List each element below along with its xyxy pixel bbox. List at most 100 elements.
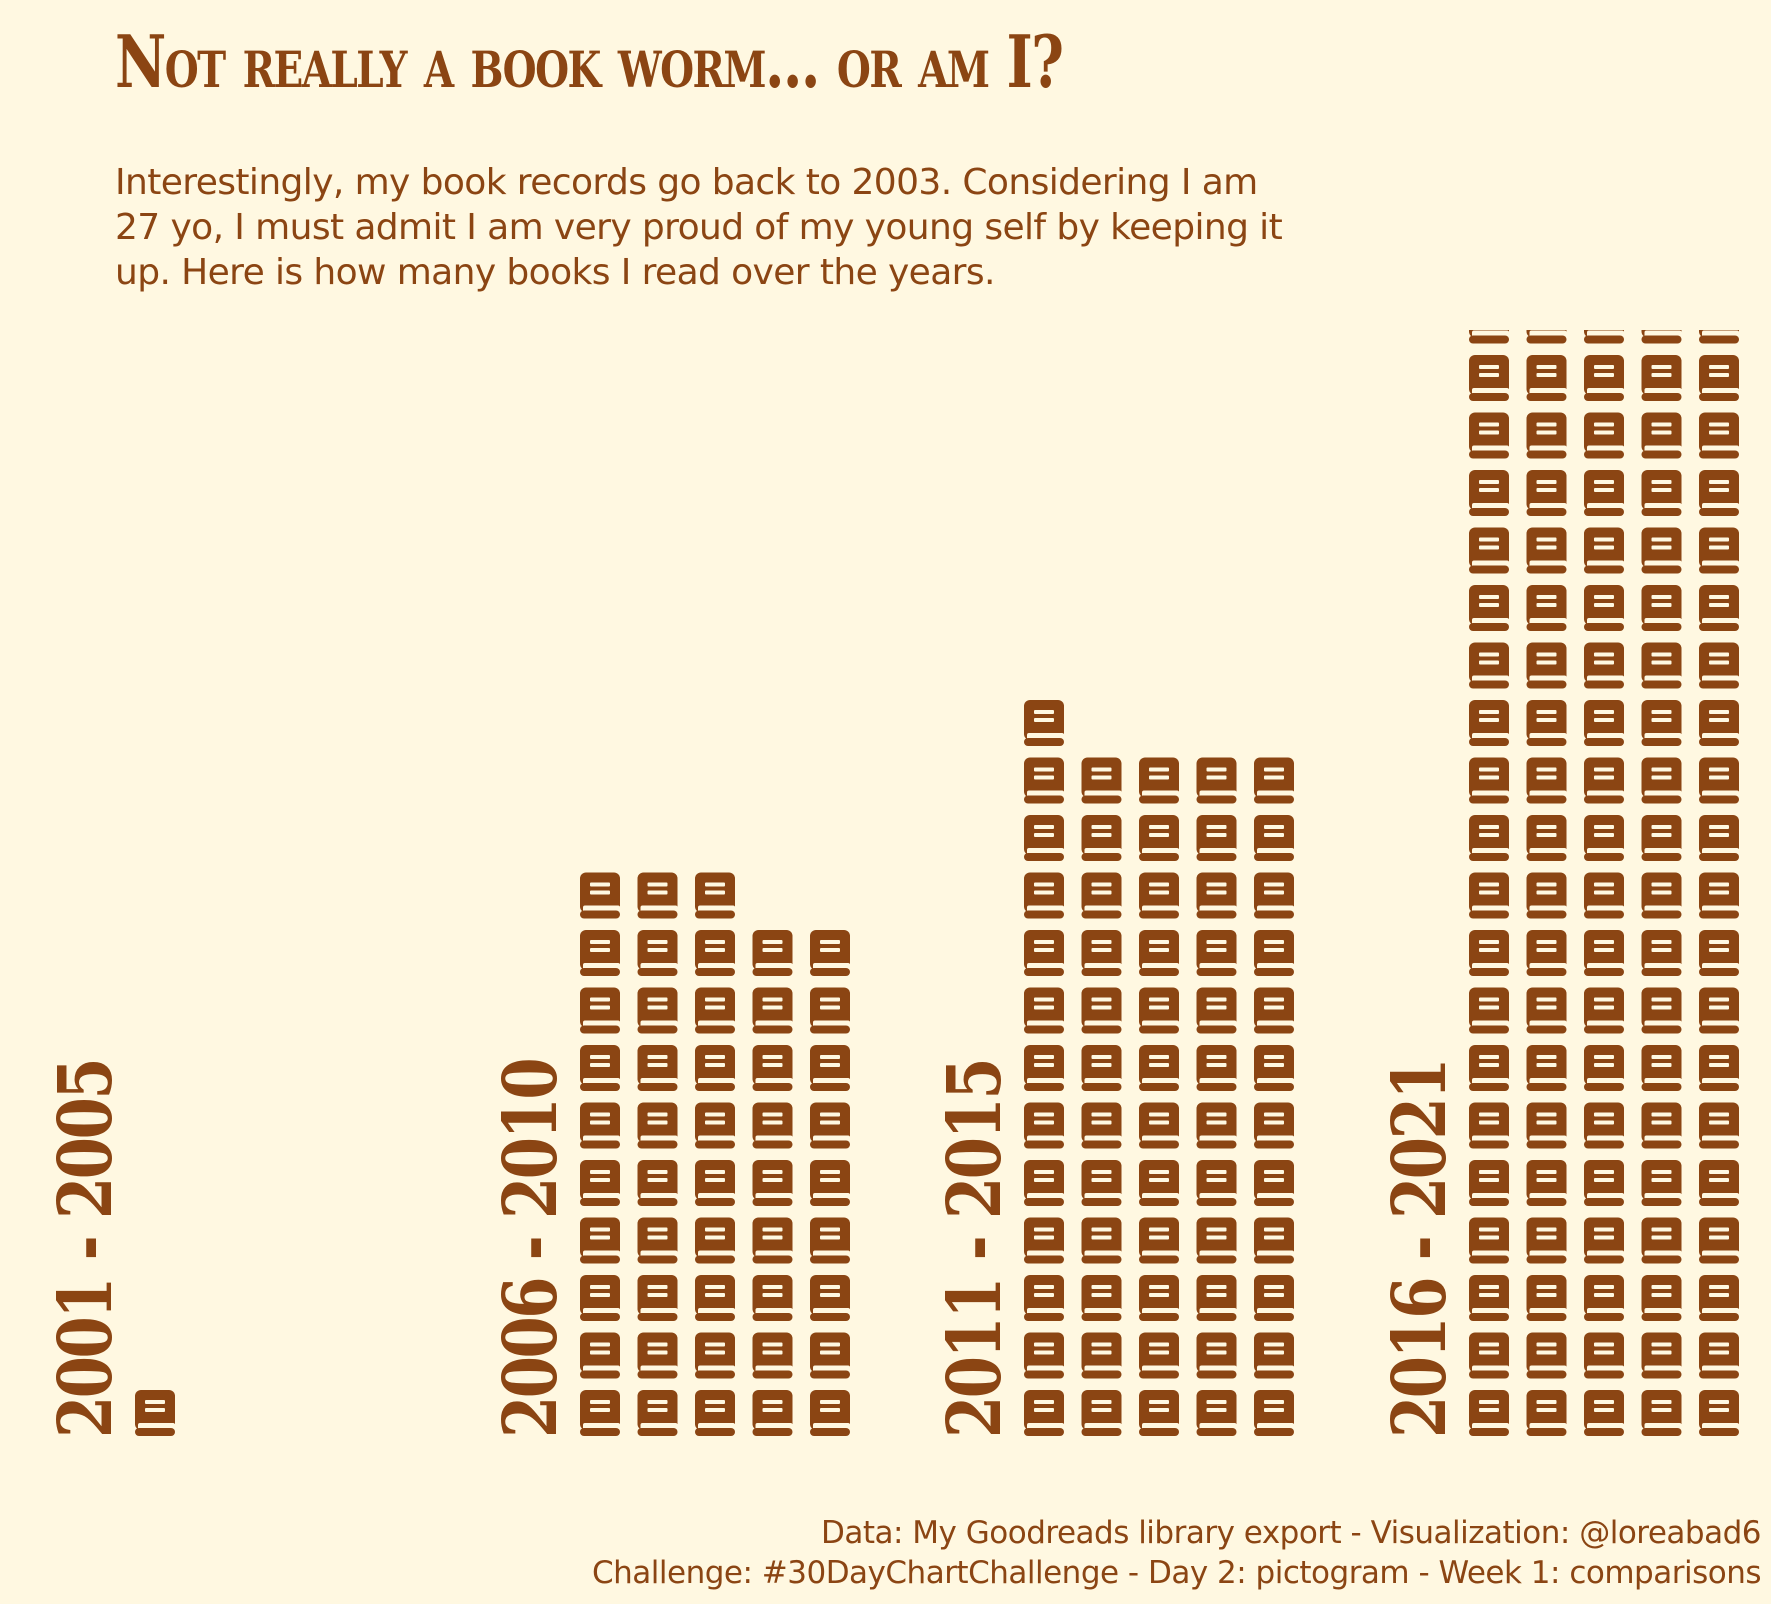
book-icon [695, 1390, 735, 1436]
book-icon [1139, 815, 1179, 861]
chart-subtitle: Interestingly, my book records go back t… [115, 162, 1283, 293]
book-icon [1024, 987, 1064, 1034]
book-icon [1699, 1045, 1739, 1091]
book-icon [1196, 1102, 1237, 1149]
book-icon [1139, 1045, 1179, 1091]
book-icon [1469, 1217, 1509, 1264]
book-icon [1526, 355, 1567, 401]
book-icon [1641, 1275, 1682, 1321]
book-icon [1584, 1160, 1624, 1206]
book-icon [1641, 757, 1682, 804]
book-icon [1081, 1217, 1122, 1264]
book-icon [1196, 1275, 1237, 1321]
book-icon [1526, 872, 1567, 919]
book-icon [1196, 1332, 1237, 1379]
book-icon [1526, 585, 1567, 631]
caption-line-2: Challenge: #30DayChartChallenge - Day 2:… [591, 1555, 1762, 1591]
book-icon [1081, 872, 1122, 919]
book-icon [1024, 1217, 1064, 1264]
book-icon [1699, 700, 1739, 746]
book-icon [1584, 585, 1624, 631]
book-icon [1699, 1332, 1739, 1379]
book-icon [1254, 930, 1294, 976]
book-icon [695, 1045, 735, 1091]
book-icon [1024, 700, 1064, 746]
book-icon [637, 1045, 678, 1091]
book-icon [1526, 412, 1567, 459]
book-icon [695, 987, 735, 1034]
book-icon [1641, 1390, 1682, 1436]
book-icon [1469, 412, 1509, 459]
book-icon [752, 930, 793, 976]
book-icon [1081, 1390, 1122, 1436]
book-icon [1584, 815, 1624, 861]
book-icon [637, 1275, 678, 1321]
book-icon [1526, 527, 1567, 574]
book-icon [580, 1332, 620, 1379]
book-icon [1469, 527, 1509, 574]
book-icon [1641, 700, 1682, 746]
book-icon [1641, 470, 1682, 516]
category-label: 2011 - 2015 [930, 1060, 1017, 1438]
book-icon [1584, 527, 1624, 574]
book-icon [695, 1160, 735, 1206]
book-icon [637, 930, 678, 976]
book-icon [1139, 1390, 1179, 1436]
book-icon [1254, 872, 1294, 919]
book-icon [1526, 1390, 1567, 1436]
book-icon [695, 1102, 735, 1149]
book-icon [1196, 1217, 1237, 1264]
book-icon [810, 1160, 850, 1206]
book-icon [1699, 1160, 1739, 1206]
book-icon [1196, 1390, 1237, 1436]
book-icon [580, 1390, 620, 1436]
book-icon [1641, 330, 1682, 344]
book-icon [1254, 815, 1294, 861]
book-icon [752, 1102, 793, 1149]
book-icon [580, 1045, 620, 1091]
category-label: 2001 - 2005 [41, 1060, 128, 1438]
book-icon [1081, 815, 1122, 861]
book-icon [752, 1275, 793, 1321]
book-icon [580, 1217, 620, 1264]
book-icon [1526, 1102, 1567, 1149]
book-icon [1641, 1102, 1682, 1149]
book-icon [1526, 1275, 1567, 1321]
book-icon [1699, 815, 1739, 861]
book-icon [1196, 930, 1237, 976]
book-icon [1641, 642, 1682, 689]
book-icon [1584, 1045, 1624, 1091]
bar-group-3: 2016 - 2021 [1375, 330, 1739, 1438]
book-icon [1699, 470, 1739, 516]
book-icon [1469, 1332, 1509, 1379]
book-icon [1469, 757, 1509, 804]
book-icon [1641, 412, 1682, 459]
book-icon [1081, 1160, 1122, 1206]
book-icon [1469, 930, 1509, 976]
book-icon [810, 1332, 850, 1379]
book-icon [1139, 1217, 1179, 1264]
book-icon [1584, 412, 1624, 459]
book-icon [1469, 585, 1509, 631]
book-icon [695, 1275, 735, 1321]
book-icon [1699, 412, 1739, 459]
book-icon [1469, 1102, 1509, 1149]
book-icon [810, 1390, 850, 1436]
book-icon [1024, 815, 1064, 861]
book-icon [1584, 1390, 1624, 1436]
book-icon [1254, 757, 1294, 804]
book-icon [580, 872, 620, 919]
book-icon [1584, 355, 1624, 401]
chart-title: Not really a book worm... or am I? [115, 19, 1064, 104]
book-icon [810, 1275, 850, 1321]
book-icon [1699, 757, 1739, 804]
book-icon [1584, 872, 1624, 919]
book-icon [1584, 1217, 1624, 1264]
book-icon [1699, 1390, 1739, 1436]
book-icon [1024, 757, 1064, 804]
book-icon [1024, 872, 1064, 919]
book-icon [1469, 1160, 1509, 1206]
book-icon [1024, 1390, 1064, 1436]
book-icon [1641, 930, 1682, 976]
book-icon [1584, 1275, 1624, 1321]
